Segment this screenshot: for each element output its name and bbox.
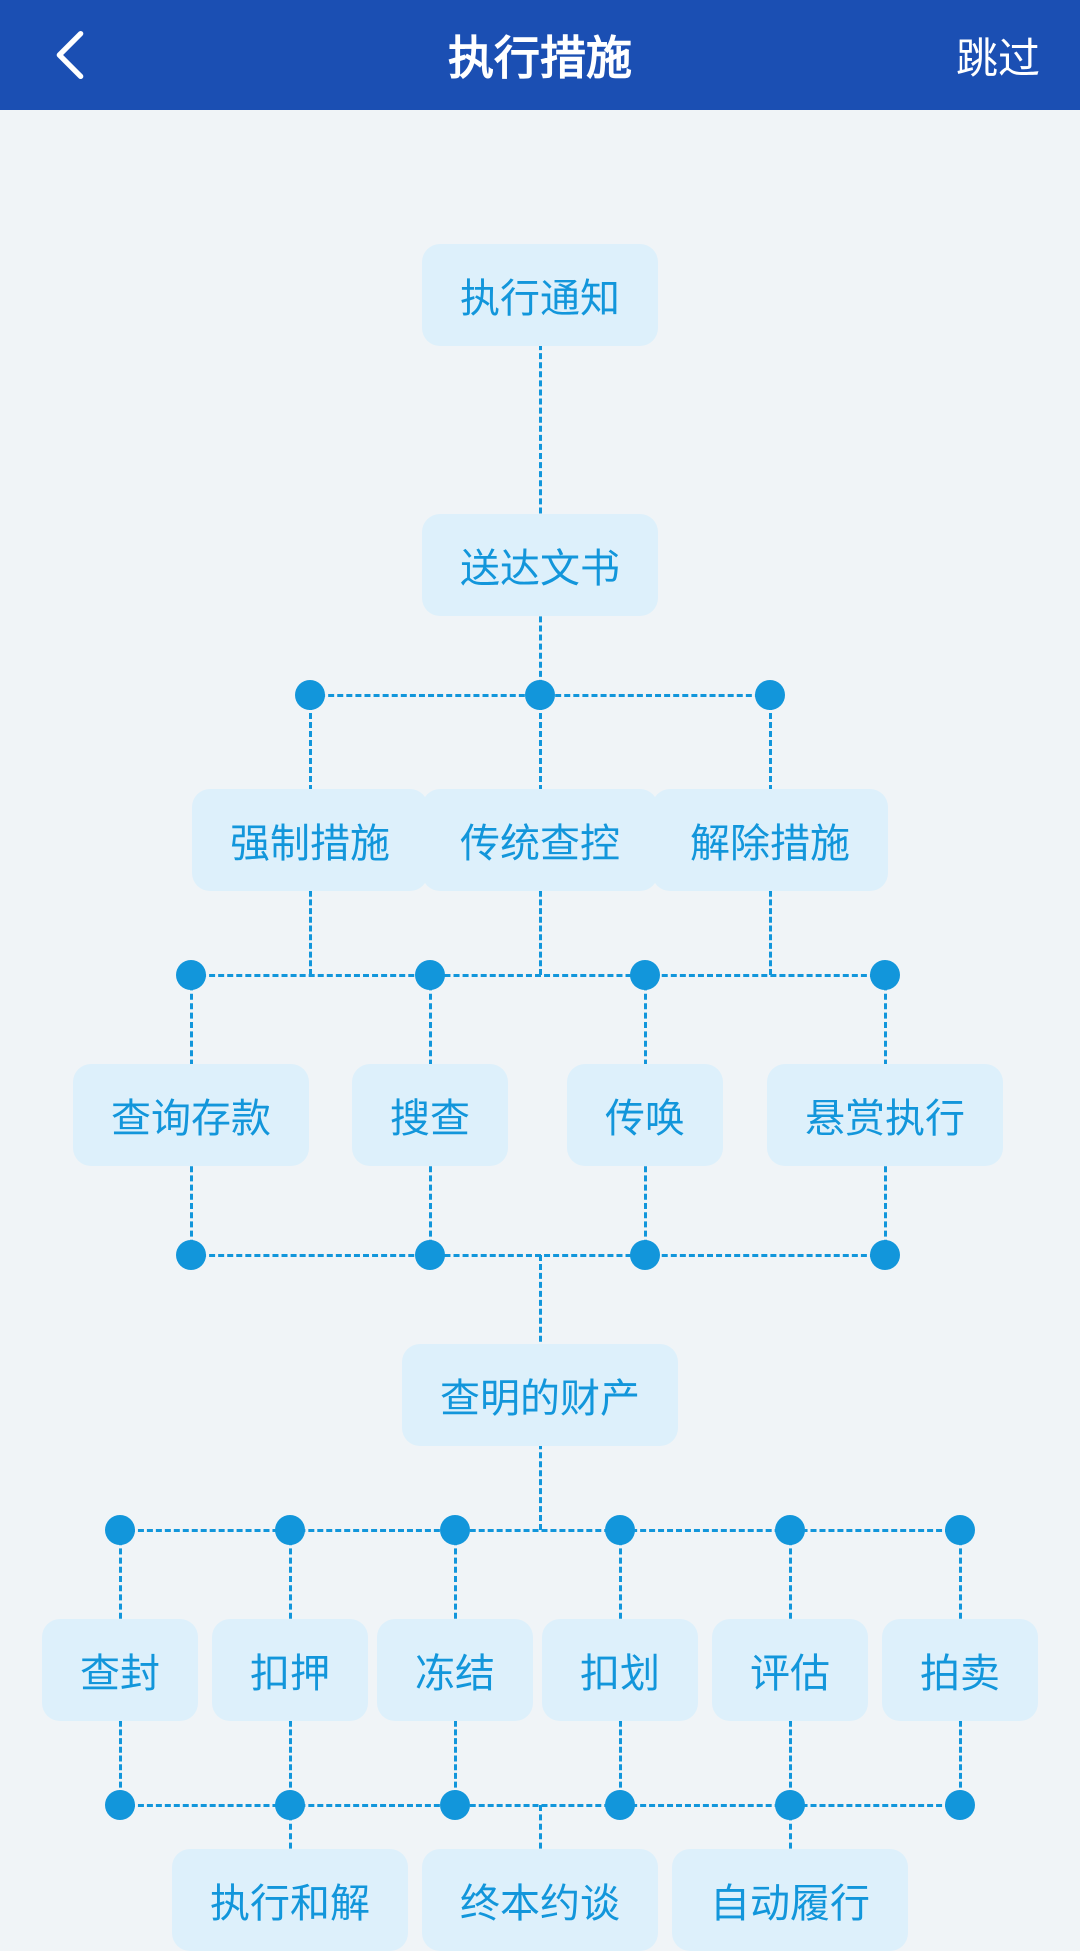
page-title: 执行措施 [448,22,632,88]
header: 执行措施 跳过 [0,0,1080,110]
connector-vline [884,975,887,1075]
flow-node-n6[interactable]: 查询存款 [73,1064,309,1166]
flow-node-n1[interactable]: 执行通知 [422,244,658,346]
flow-node-n11[interactable]: 查封 [42,1619,198,1721]
flow-node-n3[interactable]: 强制措施 [192,789,428,891]
connector-vline [539,695,542,800]
connector-vline [429,975,432,1075]
flow-node-n9[interactable]: 悬赏执行 [767,1064,1003,1166]
connector-dot [630,1240,660,1270]
flow-node-n5[interactable]: 解除措施 [652,789,888,891]
connector-vline [190,975,193,1075]
connector-dot [176,1240,206,1270]
connector-dot [605,1790,635,1820]
connector-vline [539,882,542,975]
flow-node-n10[interactable]: 查明的财产 [402,1344,678,1446]
flow-node-n15[interactable]: 评估 [712,1619,868,1721]
connector-dot [630,960,660,990]
connector-dot [105,1790,135,1820]
flow-node-n2[interactable]: 送达文书 [422,514,658,616]
connector-dot [105,1515,135,1545]
connector-dot [775,1790,805,1820]
connector-vline [309,882,312,975]
connector-dot [945,1515,975,1545]
connector-vline [644,975,647,1075]
flow-node-n16[interactable]: 拍卖 [882,1619,1038,1721]
connector-dot [275,1790,305,1820]
flow-node-n17[interactable]: 执行和解 [172,1849,408,1951]
connector-dot [440,1515,470,1545]
connector-vline [769,695,772,800]
flowchart-canvas: 执行通知送达文书强制措施传统查控解除措施查询存款搜查传唤悬赏执行查明的财产查封扣… [0,110,1080,1852]
connector-dot [755,680,785,710]
back-button[interactable] [40,25,100,85]
connector-dot [870,1240,900,1270]
connector-vline [769,882,772,975]
flow-node-n8[interactable]: 传唤 [567,1064,723,1166]
flow-node-n14[interactable]: 扣划 [542,1619,698,1721]
connector-dot [775,1515,805,1545]
chevron-left-icon [54,31,86,79]
flow-node-n18[interactable]: 终本约谈 [422,1849,658,1951]
skip-button[interactable]: 跳过 [956,25,1040,86]
connector-dot [176,960,206,990]
connector-dot [605,1515,635,1545]
connector-dot [415,1240,445,1270]
flow-node-n12[interactable]: 扣押 [212,1619,368,1721]
connector-dot [295,680,325,710]
connector-dot [440,1790,470,1820]
connector-dot [415,960,445,990]
flow-node-n19[interactable]: 自动履行 [672,1849,908,1951]
connector-vline [309,695,312,800]
connector-dot [275,1515,305,1545]
connector-dot [945,1790,975,1820]
flow-node-n4[interactable]: 传统查控 [422,789,658,891]
flow-node-n13[interactable]: 冻结 [377,1619,533,1721]
connector-dot [870,960,900,990]
flow-node-n7[interactable]: 搜查 [352,1064,508,1166]
connector-dot [525,680,555,710]
